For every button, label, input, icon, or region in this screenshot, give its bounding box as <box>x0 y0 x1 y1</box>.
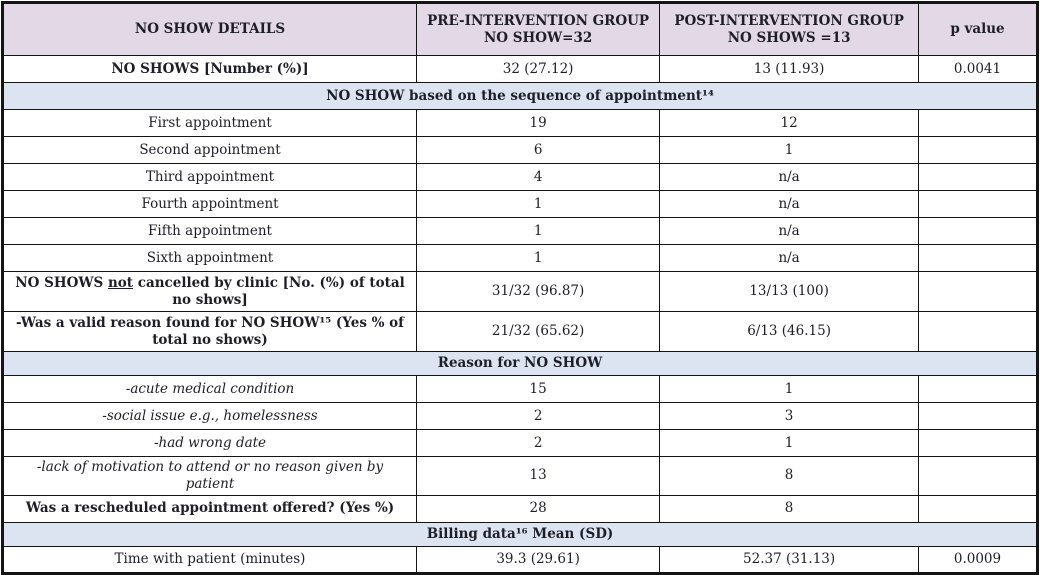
post-group-cell: n/a <box>659 244 919 272</box>
post-group-cell: 1 <box>659 136 919 164</box>
row-label-cell: -lack of motivation to attend or no reas… <box>2 456 417 496</box>
section-header-cell: Billing data¹⁶ Mean (SD) <box>2 521 1038 547</box>
table-row-rescheduled-offered: Was a rescheduled appointment offered? (… <box>2 494 1039 523</box>
p-value-cell <box>917 217 1039 245</box>
post-group-cell: 8 <box>659 494 919 523</box>
post-group-cell: 13/13 (100) <box>659 271 919 312</box>
post-group-cell: 3 <box>659 402 919 430</box>
p-value-cell <box>917 163 1039 191</box>
p-value-cell <box>917 136 1039 164</box>
col-header-pre-group: PRE-INTERVENTION GROUP NO SHOW=32 <box>415 2 661 56</box>
post-group-cell: n/a <box>659 190 919 218</box>
post-group-cell: 8 <box>659 456 919 496</box>
table-row-third-appointment: Third appointment 4 n/a <box>2 163 1039 191</box>
col-header-post-line2: NO SHOWS =13 <box>727 29 851 46</box>
table-row-fifth-appointment: Fifth appointment 1 n/a <box>2 217 1039 245</box>
post-group-cell: 1 <box>659 375 919 403</box>
pre-group-cell: 15 <box>415 375 661 403</box>
p-value-cell <box>917 429 1039 457</box>
col-header-post-group: POST-INTERVENTION GROUP NO SHOWS =13 <box>659 2 919 56</box>
section-header-row-billing: Billing data¹⁶ Mean (SD) <box>2 521 1038 547</box>
table-row-second-appointment: Second appointment 6 1 <box>2 136 1039 164</box>
table-row-social-issue: -social issue e.g., homelessness 2 3 <box>2 402 1039 430</box>
p-value-cell <box>917 456 1039 496</box>
p-value-cell <box>917 494 1039 523</box>
p-value-cell <box>917 109 1039 137</box>
pre-group-cell: 2 <box>415 429 661 457</box>
col-header-pvalue: p value <box>917 2 1039 56</box>
table-header-row: NO SHOW DETAILS PRE-INTERVENTION GROUP N… <box>2 2 1039 56</box>
pre-group-cell: 28 <box>415 494 661 523</box>
row-label-cell: Sixth appointment <box>2 244 417 272</box>
pre-group-cell: 1 <box>415 244 661 272</box>
table-row-wrong-date: -had wrong date 2 1 <box>2 429 1039 457</box>
p-value-cell <box>917 402 1039 430</box>
col-header-post-line1: POST-INTERVENTION GROUP <box>674 12 904 29</box>
label-part-underlined: not <box>107 274 134 291</box>
p-value-cell: 0.0041 <box>917 55 1039 83</box>
pre-group-cell: 13 <box>415 456 661 496</box>
label-part-after: cancelled by clinic [No. (%) of total no… <box>133 274 405 308</box>
row-label-cell: Was a rescheduled appointment offered? (… <box>2 494 417 523</box>
p-value-cell <box>917 244 1039 272</box>
post-group-cell: 12 <box>659 109 919 137</box>
row-label-cell: NO SHOWS not cancelled by clinic [No. (%… <box>2 271 417 312</box>
row-label-cell: -had wrong date <box>2 429 417 457</box>
row-label-cell: Fifth appointment <box>2 217 417 245</box>
section-header-row-reason: Reason for NO SHOW <box>2 351 1038 376</box>
section-header-cell: Reason for NO SHOW <box>2 351 1038 376</box>
row-label-cell: Second appointment <box>2 136 417 164</box>
pre-group-cell: 4 <box>415 163 661 191</box>
col-header-pre-line2: NO SHOW=32 <box>483 29 593 46</box>
row-label-cell: NO SHOWS [Number (%)] <box>2 55 417 83</box>
row-label-cell: -social issue e.g., homelessness <box>2 402 417 430</box>
row-label-cell: Third appointment <box>2 163 417 191</box>
col-header-pre-line1: PRE-INTERVENTION GROUP <box>427 12 650 29</box>
p-value-cell <box>917 190 1039 218</box>
label-part-before: NO SHOWS <box>15 274 108 291</box>
pre-group-cell: 32 (27.12) <box>415 55 661 83</box>
pre-group-cell: 19 <box>415 109 661 137</box>
p-value-cell <box>917 375 1039 403</box>
p-value-cell <box>917 271 1039 312</box>
row-label-cell: -Was a valid reason found for NO SHOW¹⁵ … <box>2 311 417 352</box>
table-row-sixth-appointment: Sixth appointment 1 n/a <box>2 244 1039 272</box>
post-group-cell: 6/13 (46.15) <box>659 311 919 352</box>
table-row-valid-reason: -Was a valid reason found for NO SHOW¹⁵ … <box>2 311 1039 352</box>
row-label-cell: Time with patient (minutes) <box>2 545 417 574</box>
pre-group-cell: 39.3 (29.61) <box>415 545 661 574</box>
post-group-cell: 52.37 (31.13) <box>659 545 919 574</box>
pre-group-cell: 21/32 (65.62) <box>415 311 661 352</box>
table-row-lack-of-motivation: -lack of motivation to attend or no reas… <box>2 456 1039 496</box>
pre-group-cell: 1 <box>415 217 661 245</box>
p-value-cell: 0.0009 <box>917 545 1039 574</box>
table-row-acute-medical: -acute medical condition 15 1 <box>2 375 1039 403</box>
post-group-cell: n/a <box>659 163 919 191</box>
row-label-cell: -acute medical condition <box>2 375 417 403</box>
pre-group-cell: 1 <box>415 190 661 218</box>
post-group-cell: 13 (11.93) <box>659 55 919 83</box>
pre-group-cell: 2 <box>415 402 661 430</box>
row-label-cell: Fourth appointment <box>2 190 417 218</box>
table-row-fourth-appointment: Fourth appointment 1 n/a <box>2 190 1039 218</box>
post-group-cell: n/a <box>659 217 919 245</box>
col-header-details: NO SHOW DETAILS <box>2 2 417 56</box>
table-row-first-appointment: First appointment 19 12 <box>2 109 1039 137</box>
table-row-time-with-patient: Time with patient (minutes) 39.3 (29.61)… <box>2 545 1039 574</box>
section-header-cell: NO SHOW based on the sequence of appoint… <box>2 82 1038 110</box>
p-value-cell <box>917 311 1039 352</box>
table-row-not-cancelled: NO SHOWS not cancelled by clinic [No. (%… <box>2 271 1039 312</box>
pre-group-cell: 31/32 (96.87) <box>415 271 661 312</box>
post-group-cell: 1 <box>659 429 919 457</box>
pre-group-cell: 6 <box>415 136 661 164</box>
section-header-row-sequence: NO SHOW based on the sequence of appoint… <box>2 82 1038 110</box>
row-label-cell: First appointment <box>2 109 417 137</box>
table-row-no-shows-total: NO SHOWS [Number (%)] 32 (27.12) 13 (11.… <box>2 55 1039 83</box>
